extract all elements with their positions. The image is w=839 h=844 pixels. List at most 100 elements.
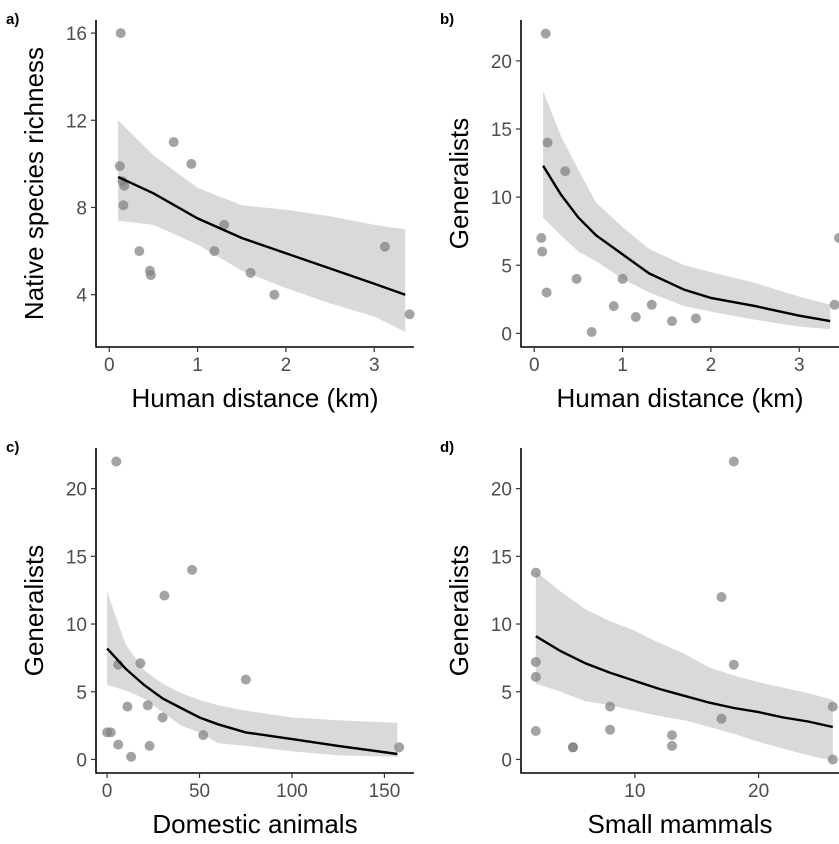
data-point: [667, 730, 677, 741]
x-axis-title: Small mammals: [588, 809, 773, 839]
panel-d: 10 20 0 5 10 15 20 Small mammals Generalists d): [440, 439, 839, 839]
panel-b: 0 1 2 3 0 5 10 15 20 Human distance (km) Generalis…: [440, 11, 839, 413]
data-point: [646, 299, 657, 310]
data-point: [617, 273, 628, 284]
data-point: [159, 590, 170, 601]
data-point: [219, 219, 230, 230]
data-point: [716, 592, 727, 602]
data-point: [542, 137, 553, 148]
x-tick-label: 1: [617, 355, 628, 376]
y-tick-label: 4: [76, 286, 87, 307]
x-tick-label: 0: [104, 355, 115, 376]
data-point: [186, 158, 197, 169]
x-tick-label: 0: [102, 781, 113, 802]
data-point: [728, 659, 739, 670]
fit-line: [117, 175, 406, 296]
data-point: [168, 137, 179, 148]
data-point: [630, 312, 641, 322]
panel-label: d): [440, 439, 454, 456]
y-tick-label: 15: [491, 120, 512, 141]
data-point: [379, 241, 390, 252]
y-tick-label: 15: [66, 547, 87, 568]
data-point: [394, 742, 405, 753]
data-point: [530, 567, 541, 578]
data-point: [540, 28, 551, 39]
x-tick-label: 150: [369, 781, 401, 802]
data-point: [198, 730, 209, 741]
y-tick-label: 10: [491, 188, 512, 209]
x-tick-label: 2: [281, 355, 292, 376]
x-tick-label: 100: [276, 781, 308, 802]
panel-c: 0 50 100 150 0 5 10 15 20 Domestic animals General…: [6, 439, 414, 839]
data-point: [571, 273, 582, 284]
data-point: [690, 313, 701, 324]
data-point: [560, 166, 571, 177]
x-tick-label: 20: [748, 781, 769, 802]
data-point: [157, 712, 168, 723]
confidence-band: [118, 120, 406, 332]
data-point: [209, 246, 220, 257]
x-tick-label: 1: [192, 355, 203, 376]
y-axis-title: Generalists: [19, 545, 49, 677]
data-point: [114, 161, 125, 172]
data-point: [530, 671, 541, 682]
y-tick-label: 5: [501, 683, 512, 704]
data-point: [834, 233, 839, 243]
data-point: [135, 658, 146, 669]
y-tick-label: 15: [491, 547, 512, 568]
y-tick-label: 16: [66, 24, 87, 45]
x-tick-label: 3: [369, 355, 380, 376]
confidence-band: [543, 90, 831, 330]
y-tick-label: 10: [491, 615, 512, 636]
data-point: [586, 327, 597, 337]
y-tick-label: 0: [501, 324, 512, 345]
data-point: [240, 674, 251, 685]
data-point: [142, 700, 153, 711]
data-point: [568, 742, 578, 753]
fit-line: [535, 635, 834, 729]
data-point: [716, 713, 727, 724]
data-point: [119, 180, 130, 191]
panel-label: c): [6, 439, 19, 456]
x-tick-label: 3: [794, 355, 805, 376]
data-point: [122, 701, 133, 712]
panel-label: a): [6, 11, 19, 28]
confidence-band: [535, 571, 833, 761]
data-point: [105, 727, 116, 738]
y-tick-label: 8: [76, 198, 87, 219]
data-point: [118, 200, 129, 211]
data-point: [728, 456, 739, 467]
y-tick-label: 20: [66, 480, 87, 501]
data-point: [111, 456, 122, 467]
data-point: [605, 701, 616, 712]
data-point: [536, 233, 547, 243]
y-axis-title: Generalists: [444, 118, 474, 250]
y-tick-label: 12: [66, 111, 87, 132]
data-point: [827, 701, 838, 712]
data-point: [145, 270, 156, 281]
y-tick-label: 0: [501, 750, 512, 771]
data-point: [187, 564, 198, 575]
x-tick-label: 2: [706, 355, 717, 376]
data-point: [605, 724, 616, 735]
data-point: [667, 740, 677, 751]
y-tick-label: 10: [66, 615, 87, 636]
data-point: [541, 287, 552, 298]
data-point: [115, 28, 126, 39]
data-point: [245, 267, 256, 278]
data-point: [113, 739, 124, 750]
data-point: [404, 309, 415, 320]
x-axis-title: Human distance (km): [131, 383, 378, 413]
x-tick-label: 50: [189, 781, 210, 802]
fit-line: [106, 647, 398, 756]
x-axis-title: Domestic animals: [152, 809, 357, 839]
data-point: [530, 726, 541, 736]
data-point: [608, 301, 619, 312]
data-point: [269, 289, 280, 300]
y-tick-label: 5: [501, 256, 512, 277]
y-axis-title: Native species richness: [19, 47, 49, 320]
data-point: [134, 246, 145, 257]
x-tick-label: 10: [624, 781, 645, 802]
